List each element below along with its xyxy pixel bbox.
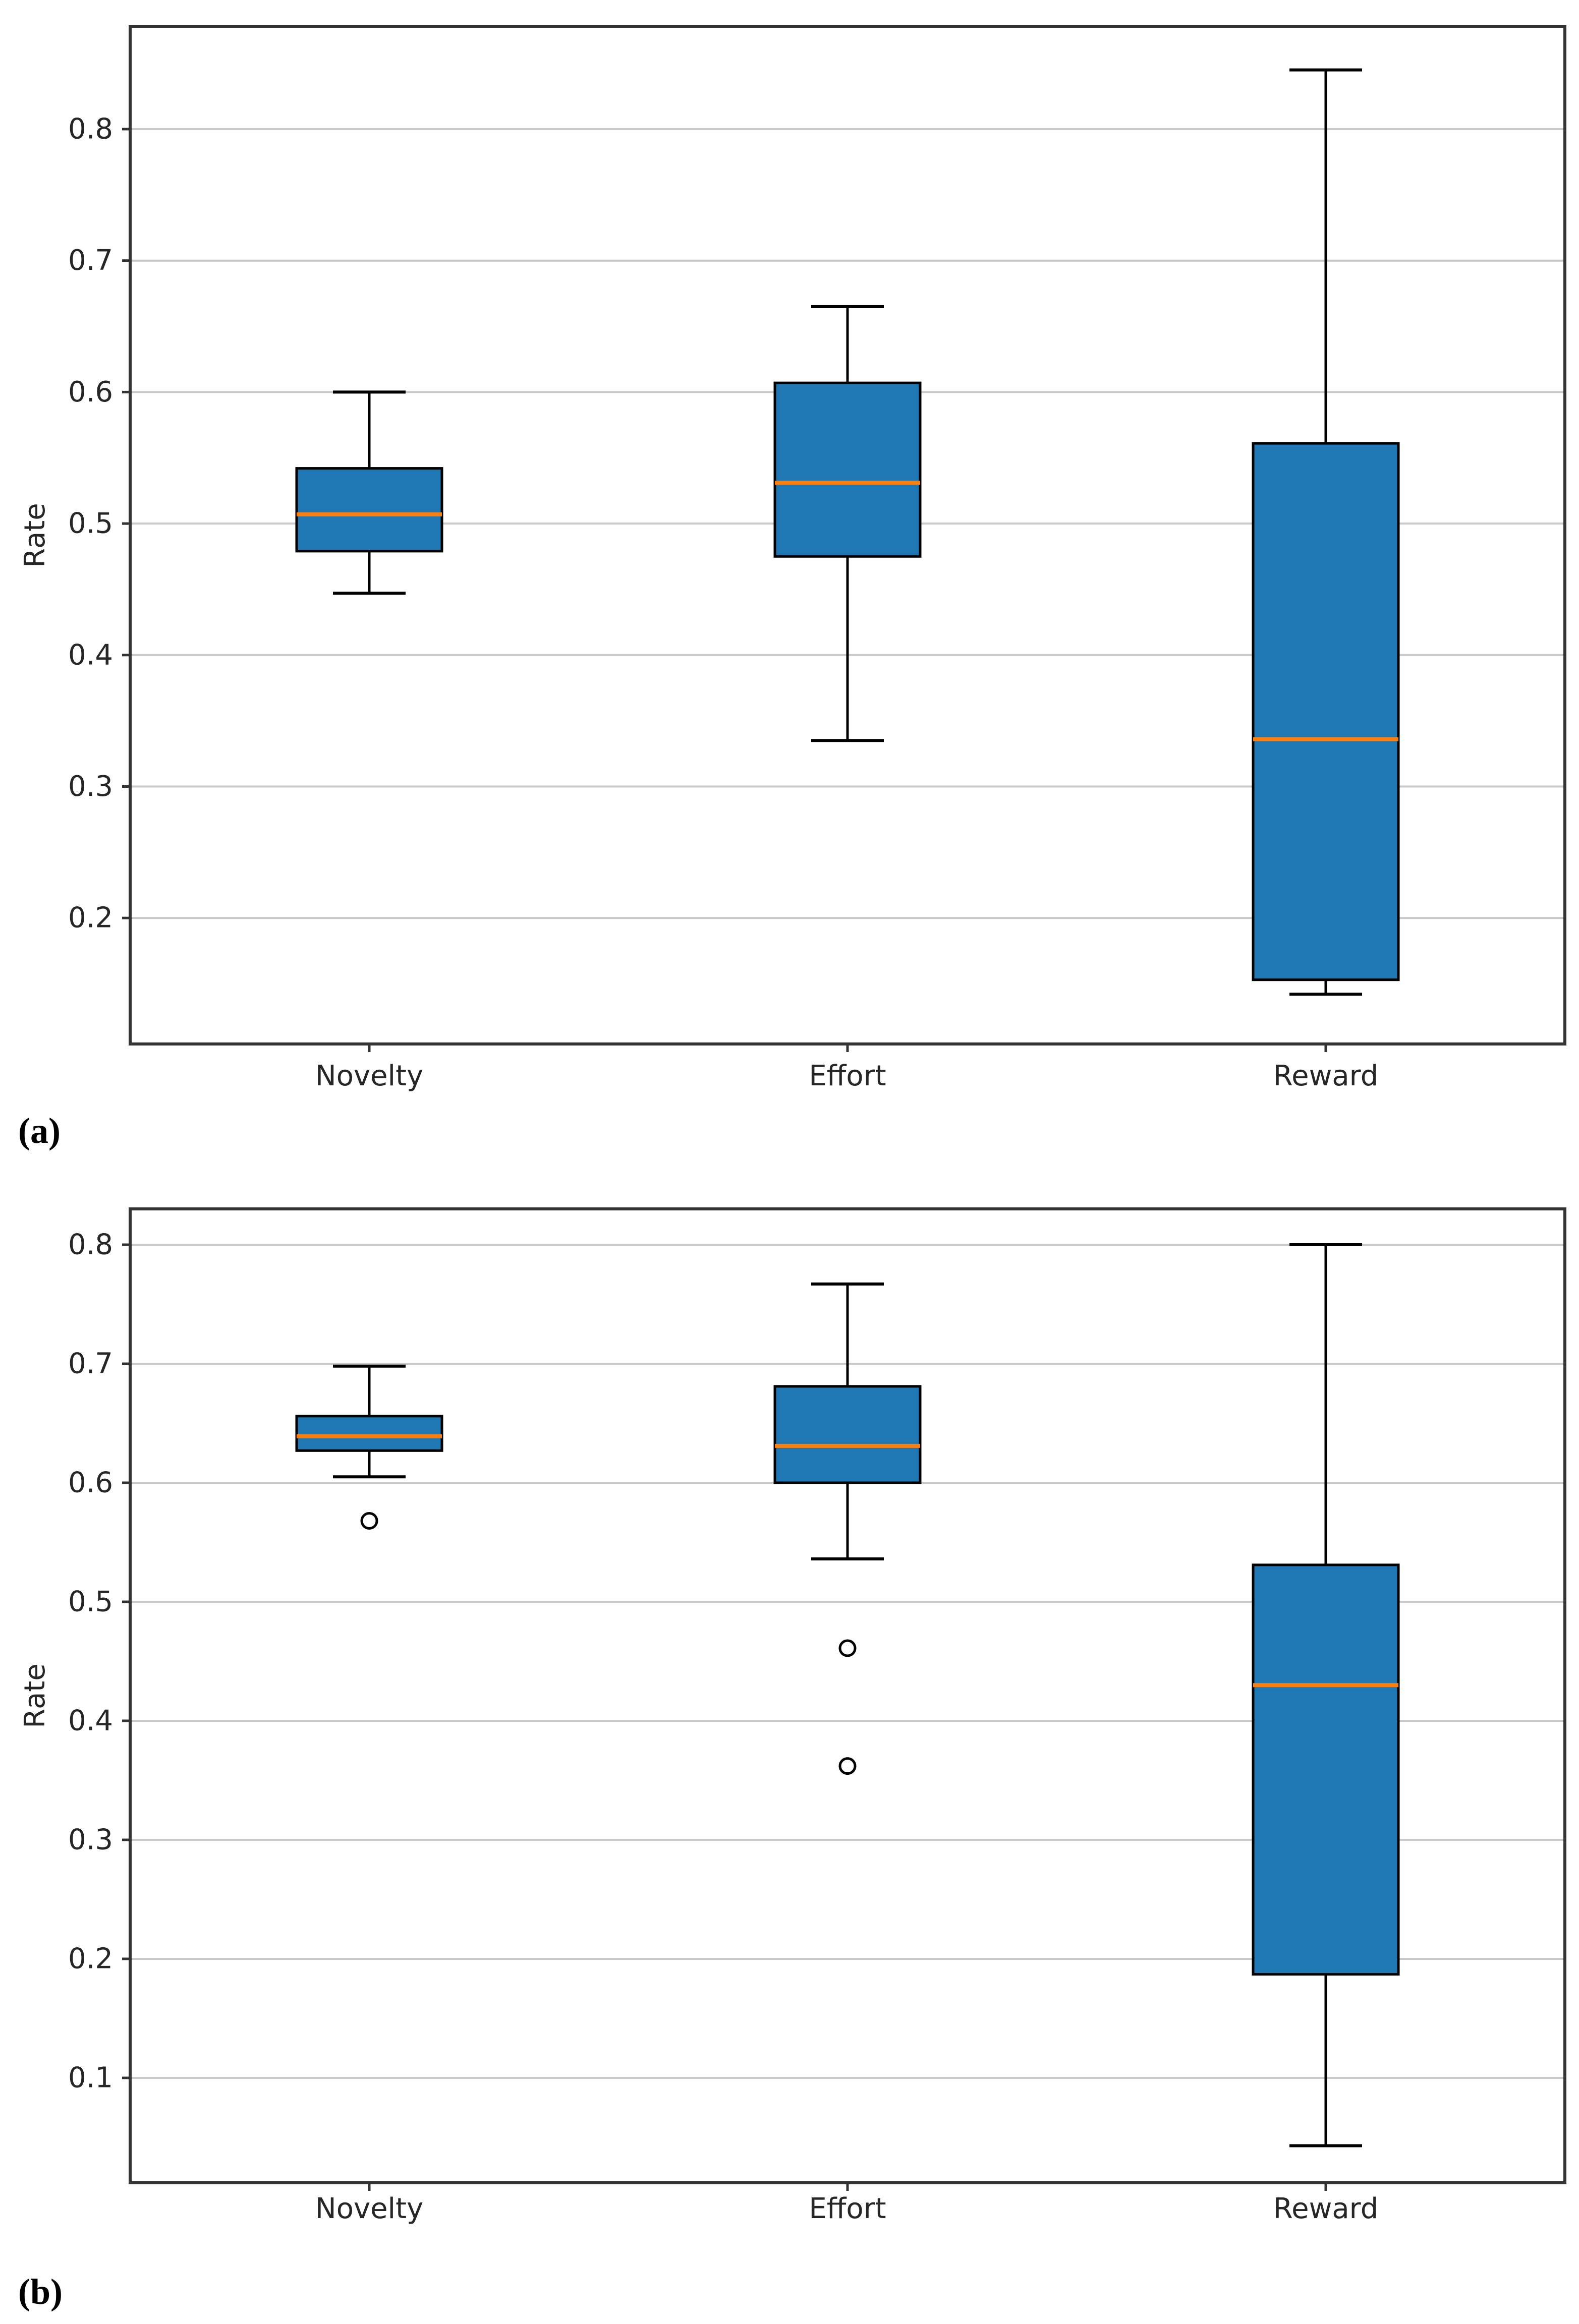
box-novelty — [295, 467, 443, 553]
y-tick-label: 0.6 — [68, 1467, 113, 1499]
y-tick-label: 0.7 — [68, 1348, 113, 1380]
boxplot-chart-a: 0.8 0.7 0.6 0.5 0.4 0.3 0.2 Novelty Effort Reward… — [19, 25, 1566, 1092]
outlier-point — [838, 1757, 857, 1775]
x-tick-label: Effort — [809, 1060, 886, 1092]
x-tick-label: Novelty — [315, 1060, 423, 1092]
y-tick-label: 0.1 — [68, 2062, 113, 2095]
box-novelty — [295, 1415, 443, 1452]
y-tick-label: 0.3 — [68, 1824, 113, 1856]
x-tick-label: Reward — [1273, 1060, 1379, 1092]
y-tick-label: 0.8 — [68, 1229, 113, 1261]
y-tick-label: 0.3 — [68, 770, 113, 803]
y-tick-label: 0.2 — [68, 1943, 113, 1976]
box-effort — [773, 381, 922, 558]
y-tick-label: 0.4 — [68, 1705, 113, 1737]
box-reward — [1252, 1563, 1400, 1976]
outlier-point — [838, 1639, 857, 1657]
y-tick-label: 0.8 — [68, 113, 113, 146]
y-tick-label: 0.4 — [68, 638, 113, 671]
boxplot-chart-b: 0.8 0.7 0.6 0.5 0.4 0.3 0.2 0.1 Novelty Effort Rew… — [19, 1207, 1566, 2225]
x-tick-label: Effort — [809, 2192, 886, 2225]
y-axis-label: Rate — [19, 1663, 51, 1728]
outlier-point — [360, 1512, 378, 1530]
y-tick-label: 0.2 — [68, 902, 113, 935]
y-tick-label: 0.5 — [68, 1586, 113, 1618]
box-effort — [773, 1385, 922, 1484]
y-axis-label: Rate — [19, 503, 51, 567]
y-tick-label: 0.5 — [68, 507, 113, 540]
box-reward — [1252, 442, 1400, 981]
x-tick-label: Reward — [1273, 2192, 1379, 2225]
x-tick-label: Novelty — [315, 2192, 423, 2225]
panel-label-b: (b) — [18, 2272, 63, 2312]
y-tick-label: 0.6 — [68, 376, 113, 409]
panel-label-a: (a) — [18, 1111, 61, 1151]
y-tick-label: 0.7 — [68, 244, 113, 277]
